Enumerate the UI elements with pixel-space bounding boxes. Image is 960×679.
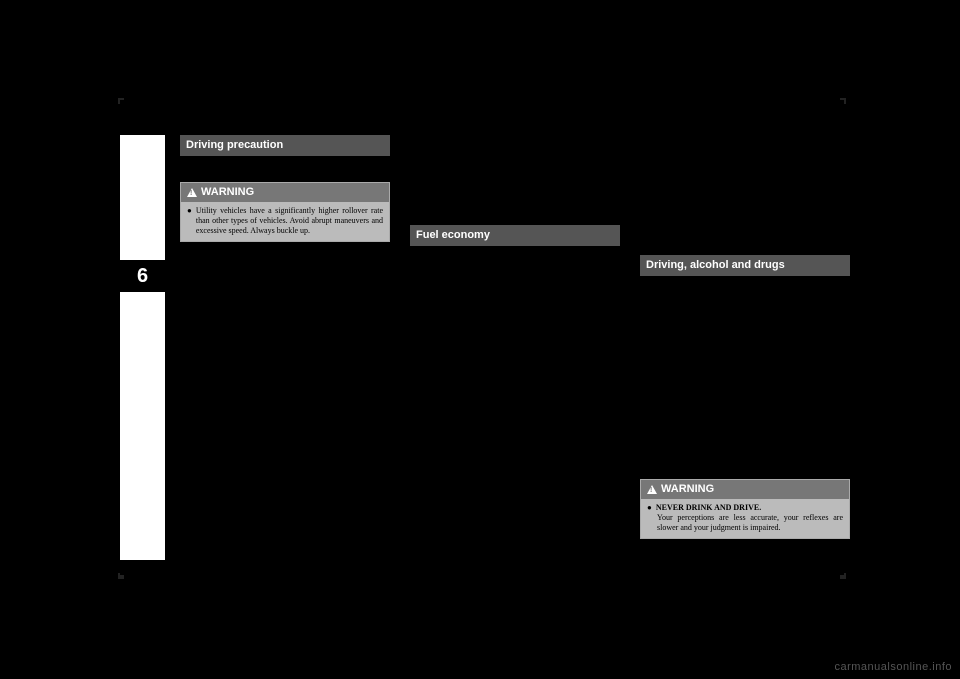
warning-box: WARNING ● NEVER DRINK AND DRIVE. Your pe… xyxy=(640,479,850,539)
warning-subtext: Your perceptions are less accurate, your… xyxy=(657,513,843,534)
bullet-icon: ● xyxy=(187,206,192,237)
warning-triangle-icon xyxy=(647,485,657,494)
column-2: Fuel economy xyxy=(410,225,620,254)
section-header-driving-alcohol-drugs: Driving, alcohol and drugs xyxy=(640,255,850,276)
column-3: Driving, alcohol and drugs WARNING ● NEV… xyxy=(640,255,850,547)
warning-box: WARNING ● Utility vehicles have a signif… xyxy=(180,182,390,242)
warning-headline: NEVER DRINK AND DRIVE. xyxy=(656,503,761,513)
warning-body: ● Utility vehicles have a significantly … xyxy=(181,202,389,241)
manual-page: 6 Driving precaution WARNING ● Utility v… xyxy=(120,100,844,575)
column-1: Driving precaution WARNING ● Utility veh… xyxy=(180,135,390,250)
watermark-text: carmanualsonline.info xyxy=(834,661,952,673)
warning-body: ● NEVER DRINK AND DRIVE. Your perception… xyxy=(641,499,849,538)
warning-triangle-icon xyxy=(187,188,197,197)
chapter-tab: 6 xyxy=(120,260,165,292)
page-sidebar: 6 xyxy=(120,135,165,560)
warning-header: WARNING xyxy=(641,480,849,499)
chapter-number: 6 xyxy=(137,265,148,288)
warning-header: WARNING xyxy=(181,183,389,202)
section-header-driving-precaution: Driving precaution xyxy=(180,135,390,156)
section-header-fuel-economy: Fuel economy xyxy=(410,225,620,246)
warning-text: Utility vehicles have a significantly hi… xyxy=(196,206,383,237)
warning-label: WARNING xyxy=(201,185,254,200)
warning-label: WARNING xyxy=(661,482,714,497)
bullet-icon: ● xyxy=(647,503,652,513)
